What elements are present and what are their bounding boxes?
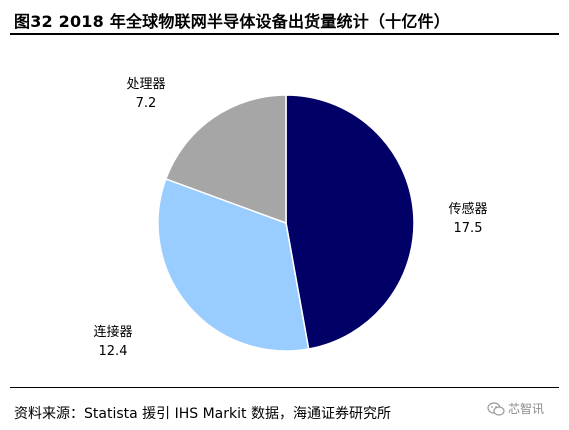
slice-value-processor: 7.2: [136, 96, 157, 111]
slice-value-sensor: 17.5: [454, 221, 483, 236]
footer-divider: [10, 387, 559, 388]
title-divider: [10, 33, 559, 35]
slice-label-sensor: 传感器: [448, 201, 487, 217]
pie-slice-processor: [164, 94, 287, 225]
pie-slice-connector: [157, 177, 310, 352]
slice-value-connector: 12.4: [99, 344, 128, 359]
slice-label-connector: 连接器: [93, 324, 132, 340]
watermark: 芯智讯: [487, 400, 544, 417]
slice-label-processor: 处理器: [126, 77, 165, 92]
chart-title: 图32 2018 年全球物联网半导体设备出货量统计（十亿件）: [14, 12, 450, 31]
watermark-text: 芯智讯: [508, 402, 545, 416]
source-note: 资料来源：Statista 援引 IHS Markit 数据，海通证券研究所: [14, 406, 391, 422]
pie-slices: [157, 94, 415, 352]
chat-bubble-icon: [487, 401, 505, 416]
pie-slice-sensor: [285, 94, 415, 350]
